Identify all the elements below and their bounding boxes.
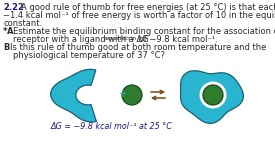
Text: constant.: constant. [3, 19, 42, 28]
Text: receptor with a ligand with a ΔG: receptor with a ligand with a ΔG [13, 35, 149, 44]
Text: 2.22: 2.22 [3, 3, 24, 12]
Text: physiological temperature of 37 °C?: physiological temperature of 37 °C? [13, 51, 165, 60]
Text: *: * [3, 27, 7, 36]
Text: +: + [118, 89, 126, 99]
Text: B: B [3, 43, 9, 52]
Text: Estimate the equilibrium binding constant for the association of a: Estimate the equilibrium binding constan… [13, 27, 275, 36]
Circle shape [122, 85, 142, 105]
Circle shape [203, 85, 223, 105]
Text: of −9.8 kcal mol⁻¹.: of −9.8 kcal mol⁻¹. [136, 35, 218, 44]
Text: Is this rule of thumb good at both room temperature and the: Is this rule of thumb good at both room … [10, 43, 266, 52]
Text: A: A [7, 27, 13, 36]
Text: association: association [104, 36, 137, 42]
Text: −1.4 kcal mol⁻¹ of free energy is worth a factor of 10 in the equilibrium: −1.4 kcal mol⁻¹ of free energy is worth … [3, 11, 275, 20]
Text: A good rule of thumb for free energies (at 25 °C) is that each: A good rule of thumb for free energies (… [21, 3, 275, 12]
Circle shape [199, 81, 227, 108]
Polygon shape [181, 71, 243, 123]
Text: ΔG = −9.8 kcal mol⁻¹ at 25 °C: ΔG = −9.8 kcal mol⁻¹ at 25 °C [50, 122, 172, 131]
Polygon shape [51, 69, 96, 122]
